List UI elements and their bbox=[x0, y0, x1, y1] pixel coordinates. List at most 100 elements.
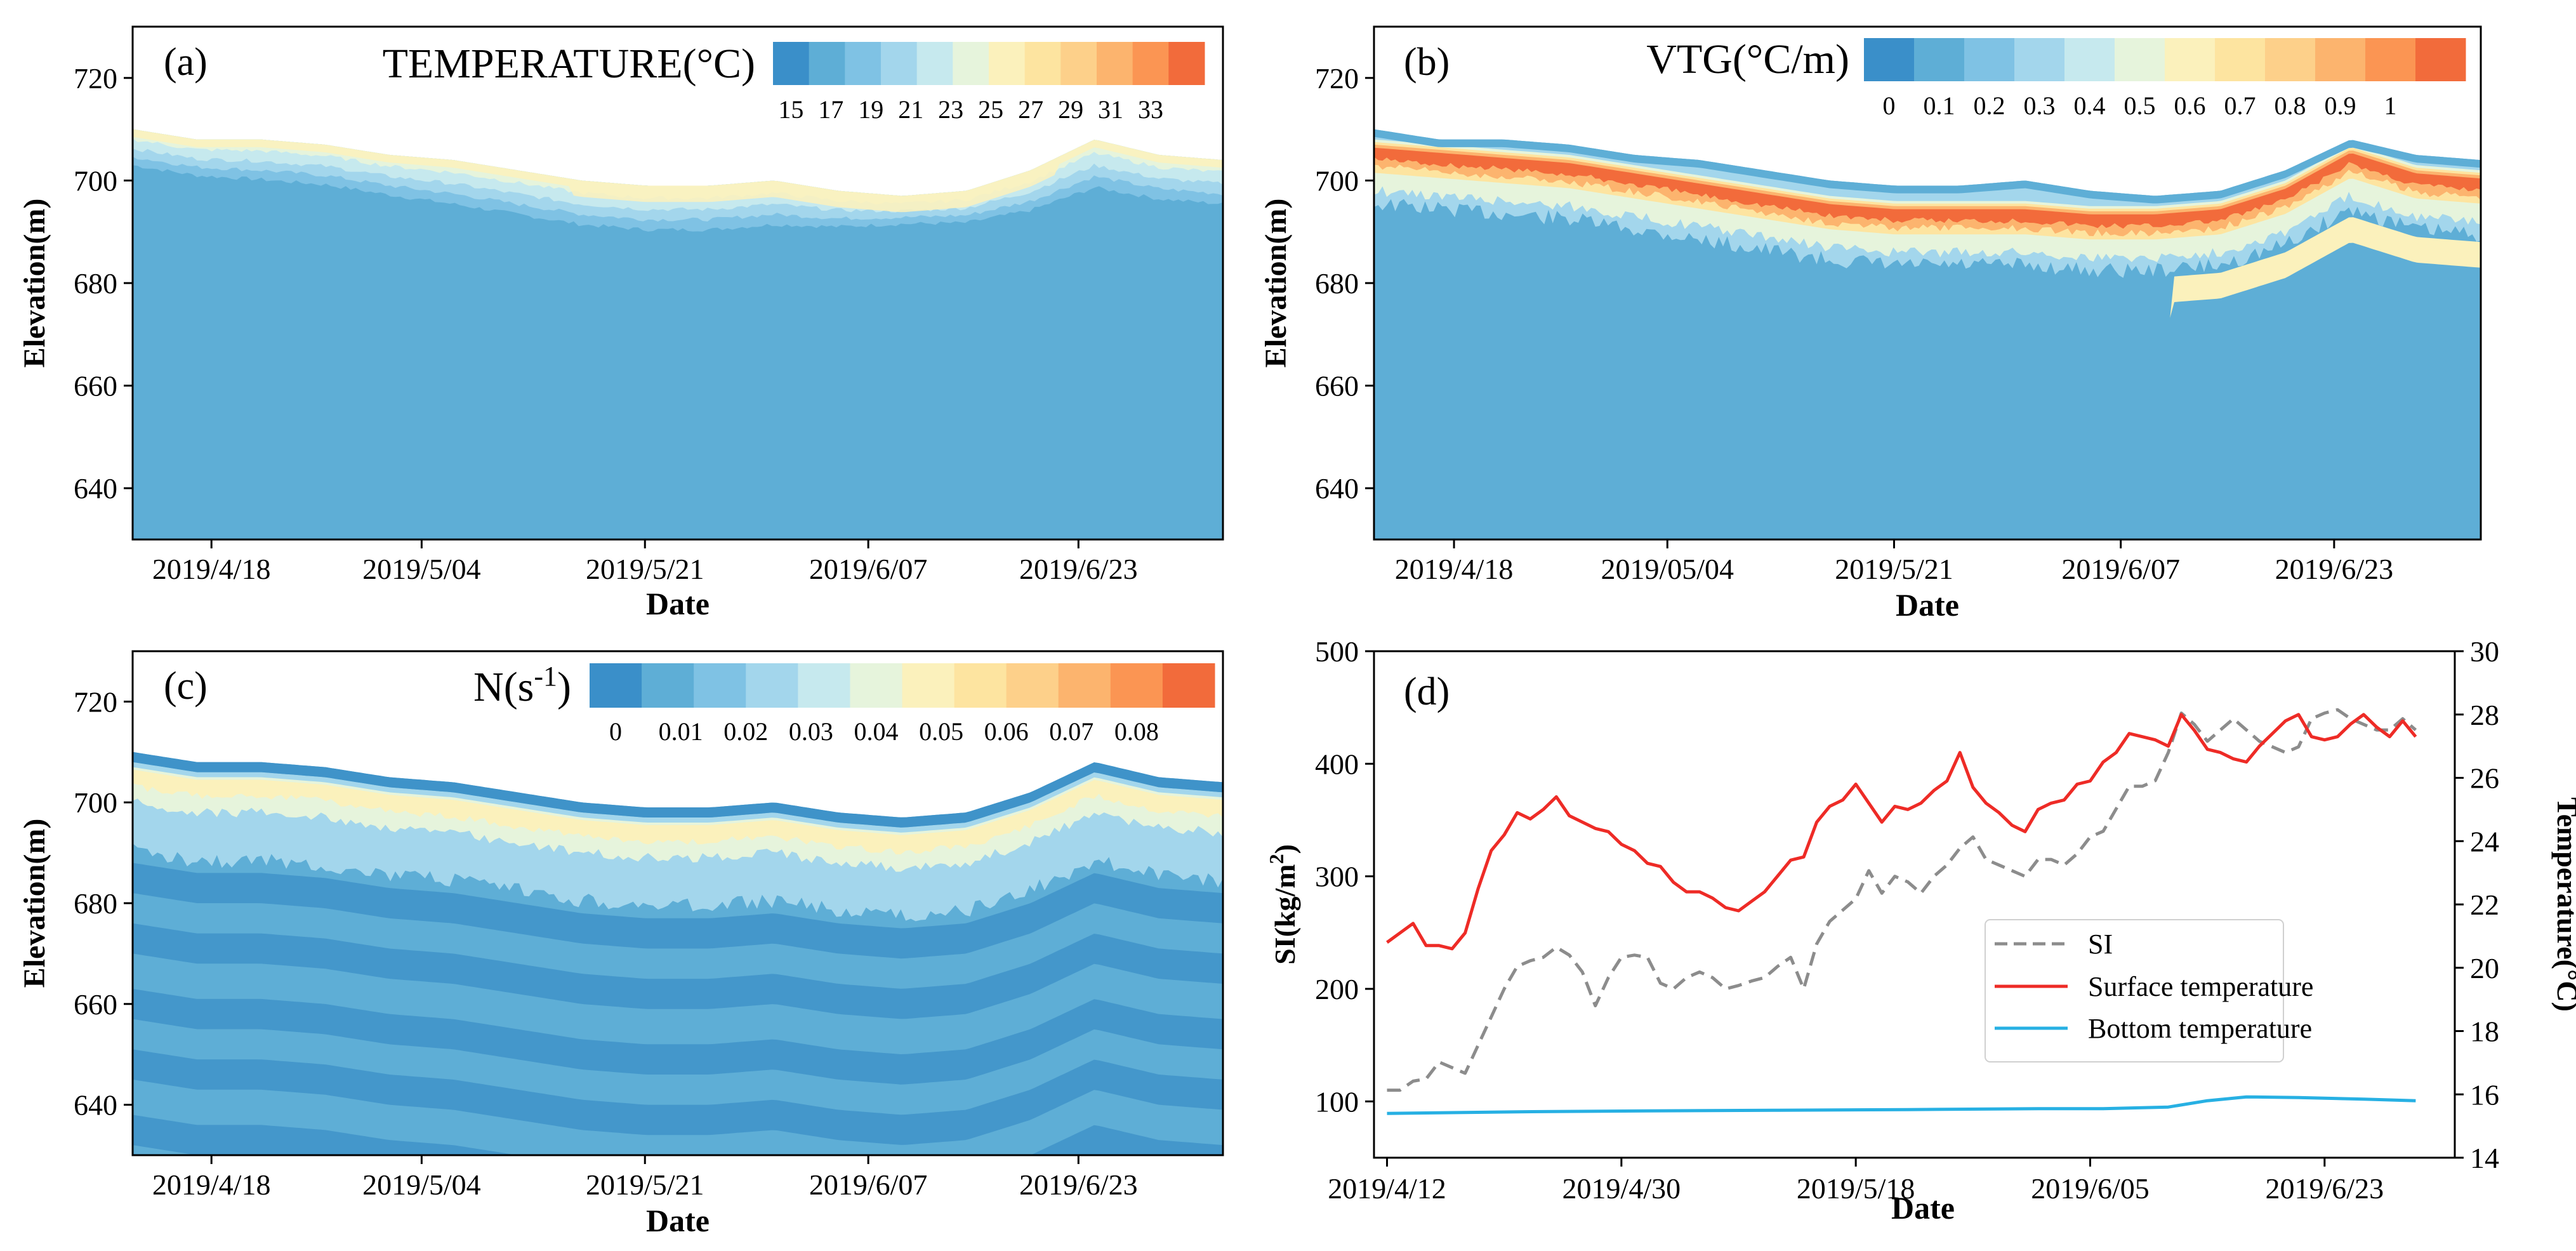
series-line-surface-temperature bbox=[1386, 713, 2417, 951]
legend-label-bottom-temperature: Bottom temperature bbox=[2088, 1013, 2312, 1044]
y-left-tick-label: 100 bbox=[1315, 1085, 1359, 1118]
colorbar-tick-label: 0.6 bbox=[2174, 91, 2206, 120]
colorbar-segment bbox=[1964, 38, 2015, 81]
y-right-tick-label: 14 bbox=[2470, 1142, 2499, 1174]
x-tick-label: 2019/6/07 bbox=[809, 553, 928, 585]
colorbar-segment bbox=[1060, 42, 1097, 85]
colorbar-tick-label: 0.04 bbox=[854, 717, 898, 746]
colorbar-segment bbox=[798, 663, 850, 708]
colorbar-segment bbox=[845, 42, 882, 85]
colorbar-segment bbox=[2064, 38, 2115, 81]
panel-d-ylabel-left-main: SI(kg/m bbox=[1269, 864, 1301, 964]
panel-a-xlabel: Date bbox=[646, 586, 710, 621]
colorbar-segment bbox=[1914, 38, 1965, 81]
x-tick-label: 2019/5/21 bbox=[1835, 553, 1953, 585]
panel-b-ylabel: Elevation(m) bbox=[1259, 199, 1293, 368]
colorbar-segment bbox=[1132, 42, 1169, 85]
colorbar-segment bbox=[902, 663, 955, 708]
panel-d-legend: SI Surface temperature Bottom temperatur… bbox=[1985, 919, 2313, 1062]
panel-b-xlabel: Date bbox=[1896, 587, 1959, 623]
colorbar-segment bbox=[850, 663, 902, 708]
panel-c-plot-area bbox=[133, 751, 1223, 1155]
colorbar-segment bbox=[2215, 38, 2266, 81]
panel-c-colorbar-title-end: ) bbox=[557, 664, 571, 710]
buoyancy-dark-band bbox=[133, 863, 1223, 959]
y-right-tick-label: 24 bbox=[2470, 825, 2499, 857]
buoyancy-dark-band bbox=[133, 1049, 1223, 1145]
y-tick-label: 640 bbox=[74, 472, 117, 505]
panel-c-axes: 640 660 680 700 720 2019/4/18 2019/5/04 2019/5/… bbox=[74, 685, 1138, 1201]
panel-a: 640 660 680 700 720 2019/4/18 2019/5/04 2019/5/… bbox=[18, 25, 1224, 621]
panel-c-label: (c) bbox=[164, 665, 208, 708]
y-tick-label: 680 bbox=[74, 887, 117, 920]
colorbar-tick-label: 0.02 bbox=[723, 717, 768, 746]
x-tick-label: 2019/4/18 bbox=[1395, 553, 1514, 585]
colorbar-tick-label: 0.9 bbox=[2325, 91, 2356, 120]
y-tick-label: 720 bbox=[74, 685, 117, 718]
panel-b-axes: 640 660 680 700 720 2019/4/18 2019/05/04 2019/5… bbox=[1315, 62, 2393, 585]
colorbar-segment bbox=[1097, 42, 1133, 85]
buoyancy-dark-band bbox=[133, 989, 1223, 1085]
x-tick-label: 2019/5/21 bbox=[586, 553, 704, 585]
y-right-tick-label: 18 bbox=[2470, 1016, 2499, 1048]
legend-label-surface-temperature: Surface temperature bbox=[2088, 971, 2313, 1002]
y-tick-label: 640 bbox=[74, 1089, 117, 1122]
buoyancy-layer-surface bbox=[133, 751, 1223, 828]
legend-box bbox=[1985, 919, 2284, 1062]
y-right-tick-label: 30 bbox=[2470, 635, 2499, 668]
series-line-bottom-temperature bbox=[1387, 1095, 2416, 1115]
colorbar-segment bbox=[1162, 663, 1215, 708]
colorbar-segment bbox=[954, 663, 1007, 708]
series-line-si bbox=[1387, 708, 2417, 1092]
x-tick-label: 2019/6/07 bbox=[809, 1168, 928, 1201]
panel-d-axes: 100 200 300 400 500 14 16 18 20 22 24 26 28 30 2019/4/… bbox=[1315, 635, 2499, 1205]
y-tick-label: 680 bbox=[1315, 267, 1359, 300]
panel-b-plot-area bbox=[1374, 129, 2481, 539]
colorbar-tick-label: 0 bbox=[609, 717, 622, 746]
colorbar-segment bbox=[1006, 663, 1059, 708]
vtg-layer-surface bbox=[1374, 129, 2481, 204]
colorbar-tick-label: 0.5 bbox=[2124, 91, 2156, 120]
colorbar-tick-label: 0.2 bbox=[1974, 91, 2005, 120]
x-tick-label: 2019/5/21 bbox=[586, 1168, 704, 1201]
panel-c-colorbar: 0 0.01 0.02 0.03 0.04 0.05 0.06 0.07 0.08 bbox=[590, 663, 1215, 746]
panel-c-colorbar-title-main: N(s bbox=[473, 664, 534, 710]
colorbar-tick-label: 29 bbox=[1058, 95, 1083, 124]
x-tick-label: 2019/5/04 bbox=[362, 1168, 481, 1201]
x-tick-label: 2019/05/04 bbox=[1601, 553, 1734, 585]
panel-d-plot-area bbox=[1386, 708, 2417, 1115]
y-left-tick-label: 200 bbox=[1315, 973, 1359, 1005]
y-tick-label: 700 bbox=[1315, 164, 1359, 197]
colorbar-segment bbox=[1168, 42, 1205, 85]
panel-a-ylabel: Elevation(m) bbox=[18, 199, 51, 368]
colorbar-segment bbox=[2265, 38, 2316, 81]
colorbar-tick-label: 17 bbox=[818, 95, 843, 124]
y-right-tick-label: 20 bbox=[2470, 952, 2499, 984]
x-tick-label: 2019/6/07 bbox=[2061, 553, 2180, 585]
panel-d-ylabel-left-sup: 2 bbox=[1265, 854, 1288, 864]
x-tick-label: 2019/4/30 bbox=[1562, 1172, 1681, 1205]
colorbar-tick-label: 0.1 bbox=[1924, 91, 1955, 120]
y-right-tick-label: 26 bbox=[2470, 762, 2499, 795]
colorbar-segment bbox=[1058, 663, 1111, 708]
panel-d-label: (d) bbox=[1404, 670, 1450, 713]
y-left-tick-label: 300 bbox=[1315, 861, 1359, 893]
colorbar-tick-label: 0.06 bbox=[984, 717, 1029, 746]
y-tick-label: 700 bbox=[74, 164, 117, 197]
panel-c-colorbar-title: N(s-1) bbox=[473, 661, 571, 710]
colorbar-segment bbox=[953, 42, 989, 85]
colorbar-tick-label: 31 bbox=[1098, 95, 1123, 124]
panel-b-colorbar-title: VTG(°C/m) bbox=[1646, 36, 1849, 83]
x-tick-label: 2019/6/05 bbox=[2031, 1172, 2150, 1205]
colorbar-tick-label: 25 bbox=[978, 95, 1003, 124]
vtg-layer-max bbox=[1374, 147, 2481, 229]
temperature-layer-27 bbox=[133, 129, 1223, 213]
colorbar-segment bbox=[2365, 38, 2416, 81]
colorbar-segment bbox=[2165, 38, 2216, 81]
colorbar-tick-label: 0.3 bbox=[2024, 91, 2056, 120]
panel-c-xlabel: Date bbox=[646, 1203, 710, 1238]
panel-d: 100 200 300 400 500 14 16 18 20 22 24 26 28 30 2019/4/… bbox=[1265, 635, 2576, 1226]
x-tick-label: 2019/4/18 bbox=[152, 1168, 271, 1201]
y-tick-label: 680 bbox=[74, 267, 117, 300]
y-tick-label: 640 bbox=[1315, 472, 1359, 505]
